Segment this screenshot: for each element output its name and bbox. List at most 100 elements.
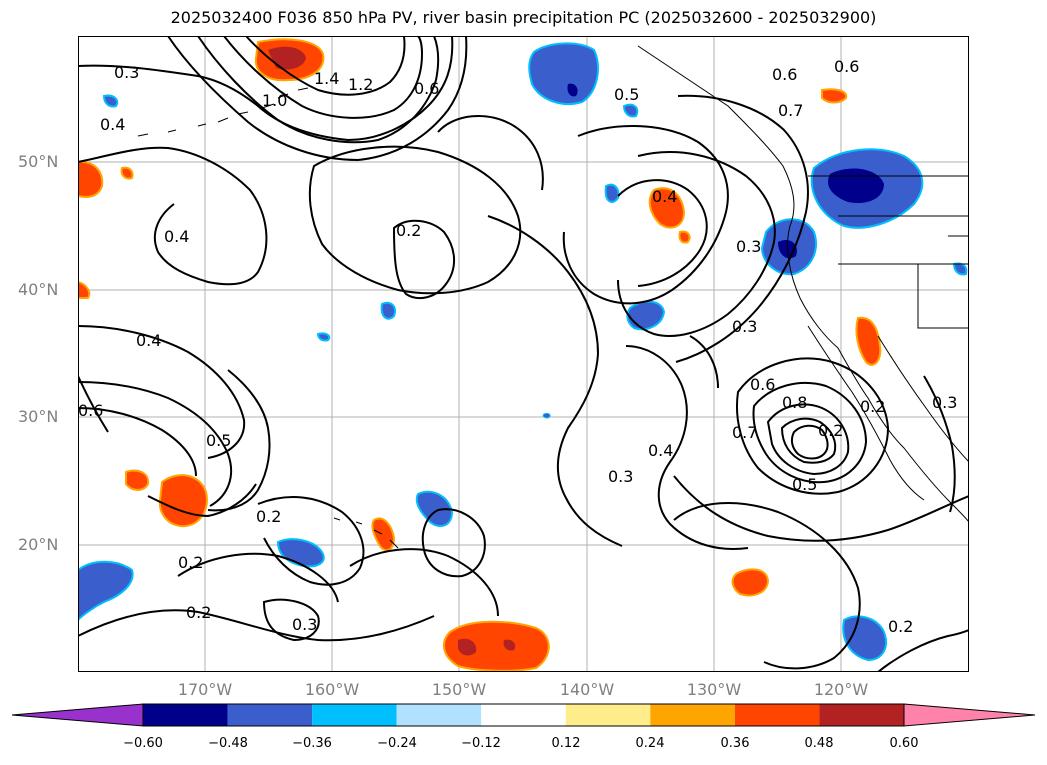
contour-label: 0.3 xyxy=(608,467,633,486)
precip-negative-blob xyxy=(828,168,884,204)
contour-label: 1.0 xyxy=(262,91,287,110)
contour-label: 0.8 xyxy=(782,393,807,412)
precip-negative-blob xyxy=(102,94,119,108)
precip-positive-blob xyxy=(442,620,550,672)
colorbar-arrow-left xyxy=(11,703,144,727)
precip-negative-blob xyxy=(380,301,396,320)
gulf-coastline xyxy=(877,335,969,463)
precip-shading xyxy=(78,38,968,672)
contour-label: 0.2 xyxy=(396,221,421,240)
lon-label: 140°W xyxy=(559,680,615,699)
colorbar-arrow-right xyxy=(903,703,1036,727)
contour-label: 0.2 xyxy=(178,553,203,572)
colorbar-segment xyxy=(481,704,566,726)
contour-label-group: 0.3 0.4 1.0 1.4 1.2 0.6 0.5 0.6 0.7 0.6 … xyxy=(78,57,957,636)
precip-negative-blob xyxy=(604,183,620,203)
map-panel[interactable]: 0.3 0.4 1.0 1.4 1.2 0.6 0.5 0.6 0.7 0.6 … xyxy=(78,36,969,672)
precip-positive-blob xyxy=(678,230,691,244)
north-american-coastline xyxy=(637,45,969,523)
colorbar-tick: −0.60 xyxy=(123,736,163,751)
grid-lines xyxy=(78,36,969,672)
lon-label: 120°W xyxy=(813,680,869,699)
colorbar-outline xyxy=(142,703,905,727)
colorbar-tick: −0.48 xyxy=(208,736,248,751)
precip-negative-blob xyxy=(952,262,968,276)
colorbar-segment xyxy=(227,704,313,726)
precip-positive-blob xyxy=(78,160,104,198)
precip-negative-blob xyxy=(842,615,887,662)
contour-label: 0.3 xyxy=(292,615,317,634)
contour-label: 0.4 xyxy=(648,441,673,460)
baja-coastline xyxy=(807,325,925,501)
precip-negative-blob xyxy=(542,413,551,419)
precip-positive-blob xyxy=(458,638,477,656)
colorbar-tick: −0.36 xyxy=(292,736,332,751)
precip-negative-blob xyxy=(567,83,578,97)
coastlines xyxy=(137,45,969,549)
contour-label: 1.4 xyxy=(314,69,339,88)
colorbar-tick: 0.24 xyxy=(635,736,665,751)
precip-positive-blob xyxy=(268,46,306,70)
contour-label: 0.3 xyxy=(932,393,957,412)
contour-label: 1.2 xyxy=(348,75,373,94)
lat-label: 40°N xyxy=(18,280,59,299)
contour-label: 0.2 xyxy=(860,397,885,416)
precip-negative-blob xyxy=(415,490,454,528)
precip-negative-blob xyxy=(626,300,666,331)
contour-label: 0.6 xyxy=(414,79,439,98)
contour-label: 0.3 xyxy=(736,237,761,256)
contour-label: 0.7 xyxy=(778,101,803,120)
hawaiian-islands xyxy=(333,517,399,549)
precip-negative-blob xyxy=(316,332,331,342)
precip-positive-blob xyxy=(648,187,686,229)
precip-negative-blob xyxy=(528,42,599,105)
colorbar-segment xyxy=(143,704,228,726)
precip-positive-blob xyxy=(78,280,91,299)
lon-label: 170°W xyxy=(177,680,233,699)
precip-negative-blob xyxy=(276,538,325,568)
lon-label: 160°W xyxy=(304,680,360,699)
precip-negative-blob xyxy=(622,103,639,118)
contour-label: 0.4 xyxy=(136,331,161,350)
contour-label: 0.2 xyxy=(888,617,913,636)
contour-label: 0.4 xyxy=(164,227,189,246)
precip-negative-blob xyxy=(78,560,134,622)
lon-label: 130°W xyxy=(686,680,742,699)
contour-label: 0.6 xyxy=(750,375,775,394)
contour-label: 0.3 xyxy=(114,63,139,82)
precip-positive-blob xyxy=(731,568,770,597)
precip-positive-blob xyxy=(503,639,516,651)
lat-label: 30°N xyxy=(18,407,59,426)
contour-label: 0.3 xyxy=(732,317,757,336)
precip-positive-blob xyxy=(158,474,208,528)
colorbar-segment xyxy=(734,704,820,726)
lat-label: 50°N xyxy=(18,152,59,171)
contour-label: 0.4 xyxy=(652,187,677,206)
precip-positive-blob xyxy=(371,517,396,552)
colorbar-segment xyxy=(819,704,904,726)
contour-label: 0.6 xyxy=(78,401,103,420)
contour-label: 0.5 xyxy=(792,475,817,494)
contour-label: 0.2 xyxy=(186,603,211,622)
map-canvas: 0.3 0.4 1.0 1.4 1.2 0.6 0.5 0.6 0.7 0.6 … xyxy=(78,36,969,672)
colorbar-segment xyxy=(565,704,651,726)
state-borders xyxy=(808,175,969,329)
colorbar-tick: 0.36 xyxy=(720,736,750,751)
colorbar-segment xyxy=(650,704,735,726)
contour-label: 0.6 xyxy=(772,65,797,84)
precip-positive-blob xyxy=(821,88,848,104)
map-title: 2025032400 F036 850 hPa PV, river basin … xyxy=(170,8,877,27)
precip-positive-blob xyxy=(120,166,134,180)
lat-label: 20°N xyxy=(18,535,59,554)
colorbar-segment xyxy=(312,704,397,726)
contour-label: 0.2 xyxy=(256,507,281,526)
lon-label: 150°W xyxy=(431,680,487,699)
colorbar-tick: −0.24 xyxy=(377,736,417,751)
colorbar-segment xyxy=(396,704,482,726)
contour-label: 0.5 xyxy=(614,85,639,104)
precip-positive-blob xyxy=(855,316,882,366)
aleutian-islands xyxy=(137,87,309,137)
colorbar-segments xyxy=(11,703,1036,727)
contour-label: 0.6 xyxy=(834,57,859,76)
colorbar xyxy=(11,703,1036,727)
